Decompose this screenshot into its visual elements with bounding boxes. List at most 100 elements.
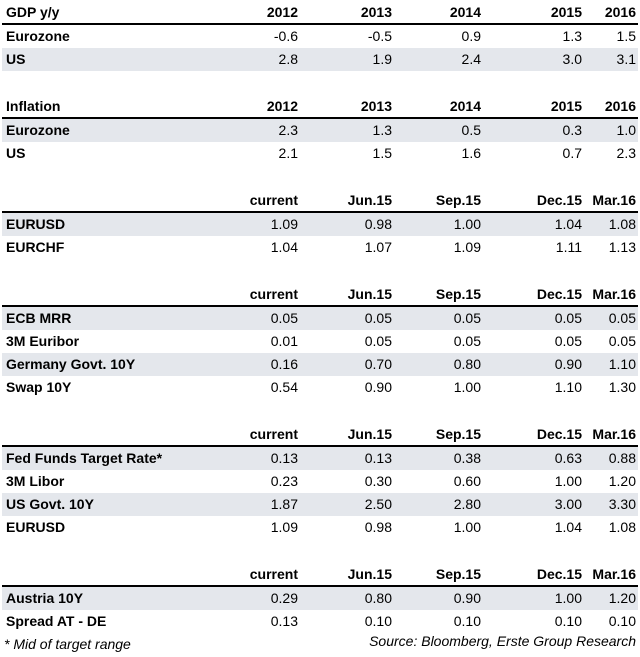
column-header: current [249,286,298,302]
table-row: Eurozone -0.6 -0.5 0.9 1.3 1.5 [2,25,638,48]
gdp-year-header: 2015 [550,4,582,20]
row-label: Spread AT - DE [6,613,107,629]
value-cell: 0.23 [270,473,298,489]
value-cell: 0.63 [554,450,582,466]
value-cell: 2.4 [461,51,481,67]
row-label: EURUSD [6,519,66,535]
inflation-year-header: 2013 [360,98,392,114]
value-cell: 1.6 [461,145,481,161]
value-cell: 2.1 [278,145,298,161]
value-cell: -0.5 [367,28,392,44]
value-cell: -0.6 [273,28,298,44]
table-row: Germany Govt. 10Y 0.16 0.70 0.80 0.90 1.… [2,353,638,376]
footnote: * Mid of target range [4,636,131,652]
row-label: Eurozone [6,122,70,138]
row-label: US [6,51,26,67]
value-cell: 1.04 [270,239,298,255]
row-label: 3M Euribor [6,333,80,349]
value-cell: 0.98 [364,216,392,232]
table-row: ECB MRR 0.05 0.05 0.05 0.05 0.05 [2,307,638,330]
value-cell: 1.20 [608,590,636,606]
value-cell: 0.13 [364,450,392,466]
gdp-year-header: 2014 [449,4,481,20]
table-row: EURCHF 1.04 1.07 1.09 1.11 1.13 [2,236,638,259]
value-cell: 0.80 [364,590,392,606]
value-cell: 1.04 [554,519,582,535]
column-header: Mar.16 [592,426,636,442]
table-row: EURUSD 1.09 0.98 1.00 1.04 1.08 [2,516,638,539]
column-header: Jun.15 [347,286,392,302]
inflation-year-header: 2016 [604,98,636,114]
row-label: Germany Govt. 10Y [6,356,136,372]
value-cell: 0.05 [554,310,582,326]
value-cell: 1.07 [364,239,392,255]
column-header: Dec.15 [536,566,582,582]
fx-header-row: current Jun.15 Sep.15 Dec.15 Mar.16 [2,190,638,213]
value-cell: 1.00 [554,590,582,606]
value-cell: 1.09 [270,216,298,232]
value-cell: 3.1 [616,51,636,67]
value-cell: 0.13 [270,450,298,466]
gdp-table: GDP y/y 2012 2013 2014 2015 2016 Eurozon… [2,2,638,71]
value-cell: 1.00 [453,216,481,232]
row-label: ECB MRR [6,310,72,326]
value-cell: 1.20 [608,473,636,489]
row-label: EURCHF [6,239,65,255]
value-cell: 3.30 [608,496,636,512]
value-cell: 0.16 [270,356,298,372]
column-header: Sep.15 [435,192,481,208]
value-cell: 2.3 [278,122,298,138]
column-header: Dec.15 [536,192,582,208]
row-label: Eurozone [6,28,70,44]
value-cell: 0.05 [608,310,636,326]
value-cell: 1.10 [554,379,582,395]
value-cell: 0.7 [562,145,582,161]
column-header: Dec.15 [536,426,582,442]
value-cell: 0.05 [554,333,582,349]
value-cell: 0.30 [364,473,392,489]
column-header: Sep.15 [435,566,481,582]
euro-rates-table: current Jun.15 Sep.15 Dec.15 Mar.16 ECB … [2,284,638,399]
inflation-year-header: 2015 [550,98,582,114]
table-row: Austria 10Y 0.29 0.80 0.90 1.00 1.20 [2,587,638,610]
value-cell: 0.5 [461,122,481,138]
value-cell: 1.08 [608,216,636,232]
us-rates-table: current Jun.15 Sep.15 Dec.15 Mar.16 Fed … [2,424,638,539]
row-label: Austria 10Y [6,590,84,606]
column-header: current [249,426,298,442]
table-row: US Govt. 10Y 1.87 2.50 2.80 3.00 3.30 [2,493,638,516]
value-cell: 2.8 [278,51,298,67]
column-header: Jun.15 [347,426,392,442]
fx-forecast-table: current Jun.15 Sep.15 Dec.15 Mar.16 EURU… [2,190,638,259]
column-header: Jun.15 [347,192,392,208]
value-cell: 3.00 [554,496,582,512]
column-header: Dec.15 [536,286,582,302]
table-row: Fed Funds Target Rate* 0.13 0.13 0.38 0.… [2,447,638,470]
us-rates-header-row: current Jun.15 Sep.15 Dec.15 Mar.16 [2,424,638,447]
value-cell: 2.3 [616,145,636,161]
value-cell: 0.10 [364,613,392,629]
column-header: current [249,566,298,582]
column-header: Sep.15 [435,426,481,442]
value-cell: 1.9 [372,51,392,67]
value-cell: 0.01 [270,333,298,349]
column-header: current [249,192,298,208]
inflation-table: Inflation 2012 2013 2014 2015 2016 Euroz… [2,96,638,165]
inflation-year-header: 2014 [449,98,481,114]
gdp-title: GDP y/y [6,4,60,20]
value-cell: 0.80 [453,356,481,372]
column-header: Jun.15 [347,566,392,582]
table-row: Swap 10Y 0.54 0.90 1.00 1.10 1.30 [2,376,638,399]
row-label: Fed Funds Target Rate* [6,450,163,466]
value-cell: 1.30 [608,379,636,395]
value-cell: 1.5 [616,28,636,44]
value-cell: 0.10 [608,613,636,629]
inflation-title: Inflation [6,98,61,114]
row-label: 3M Libor [6,473,65,489]
value-cell: 0.13 [270,613,298,629]
value-cell: 1.87 [270,496,298,512]
value-cell: 0.3 [562,122,582,138]
value-cell: 0.29 [270,590,298,606]
table-row: US 2.8 1.9 2.4 3.0 3.1 [2,48,638,71]
value-cell: 0.90 [364,379,392,395]
